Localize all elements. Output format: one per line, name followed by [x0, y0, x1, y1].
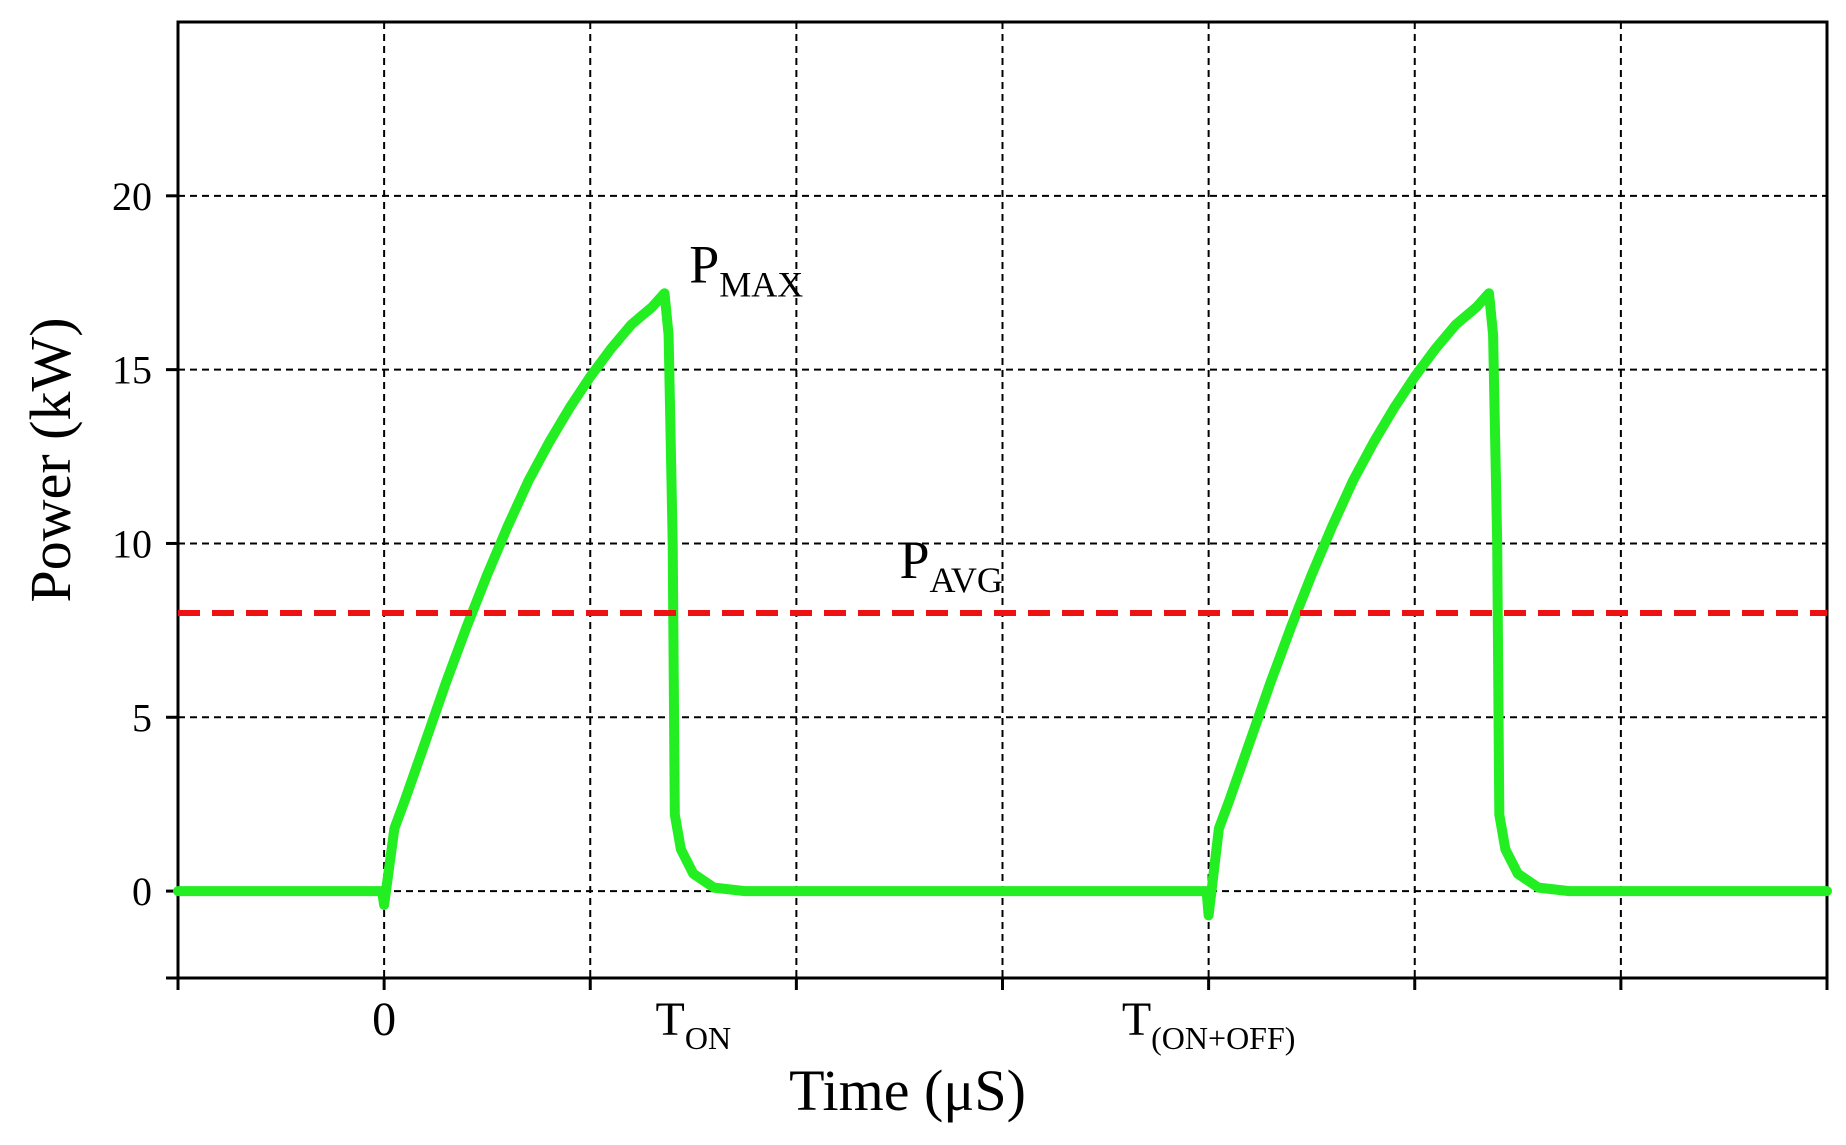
grid: [178, 22, 1827, 978]
y-tick-label: 10: [112, 521, 152, 566]
power-pulse-line: [173, 288, 1832, 921]
annotation-max: PMAX: [689, 235, 803, 305]
y-tick-label: 15: [112, 348, 152, 393]
annotation-avg: PAVG: [899, 530, 1002, 600]
x-axis-label: Time (μS): [789, 1058, 1026, 1123]
x-tick-label: T(ON+OFF): [1122, 993, 1296, 1056]
y-tick-label: 5: [132, 695, 152, 740]
y-axis-label: Power (kW): [18, 317, 83, 602]
ticks: [166, 194, 1829, 990]
x-tick-label: 0: [372, 993, 396, 1046]
y-tick-label: 20: [112, 174, 152, 219]
plot-area-frame: [176, 20, 1829, 980]
y-tick-label: 0: [132, 869, 152, 914]
series: [173, 288, 1832, 921]
x-tick-label: TON: [656, 993, 732, 1056]
labels: 0 5 10 15 20 0 TON T(ON+OFF) PMAX PAVG: [112, 174, 1295, 1056]
